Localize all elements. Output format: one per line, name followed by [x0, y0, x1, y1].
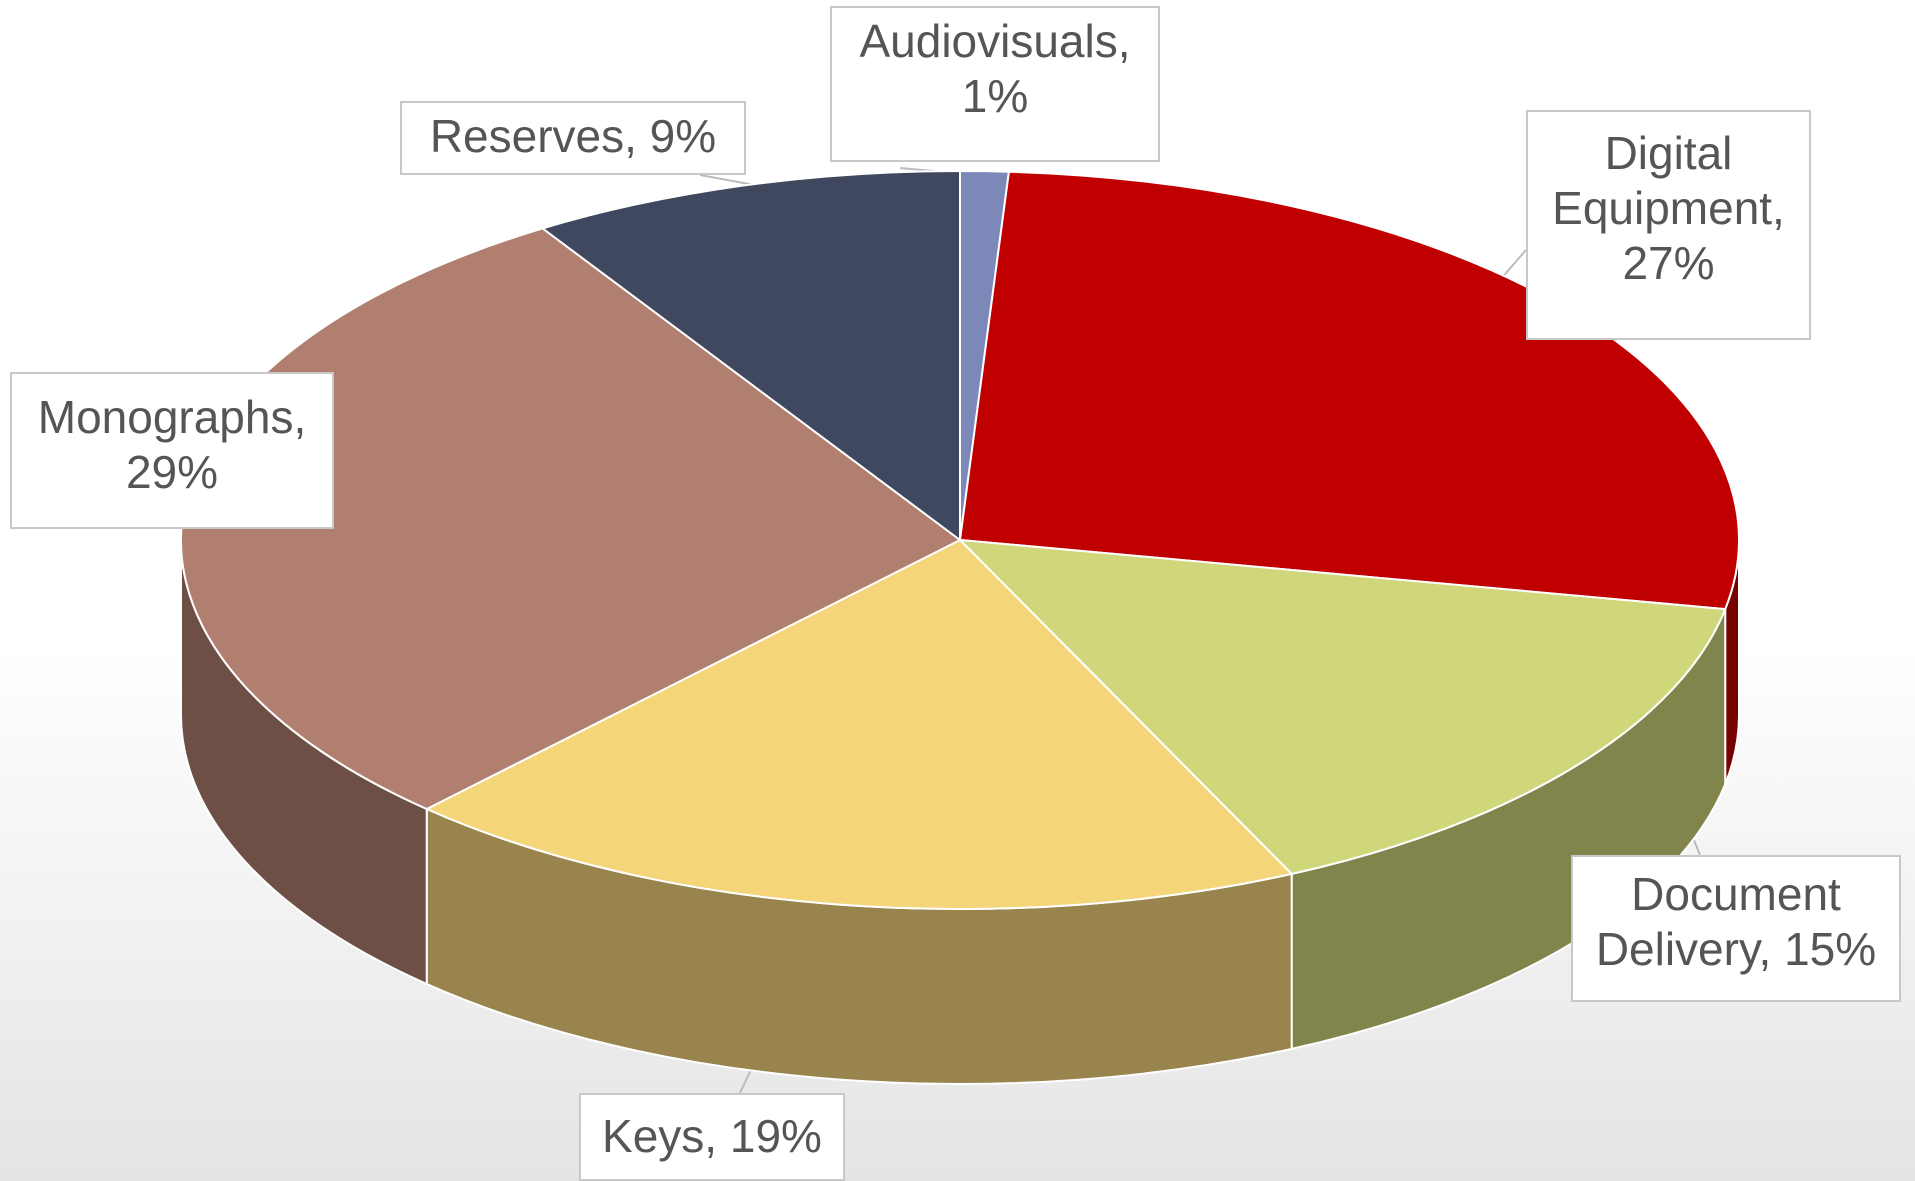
pie-tops [181, 171, 1739, 909]
data-label: Monographs, 29% [10, 372, 334, 529]
data-label: Document Delivery, 15% [1571, 855, 1901, 1002]
data-label: Keys, 19% [579, 1093, 845, 1181]
data-label: Reserves, 9% [400, 101, 746, 175]
chart: Audiovisuals, 1% Digital Equipment, 27% … [0, 0, 1915, 1181]
data-label: Audiovisuals, 1% [830, 6, 1160, 162]
data-label: Digital Equipment, 27% [1526, 110, 1811, 340]
